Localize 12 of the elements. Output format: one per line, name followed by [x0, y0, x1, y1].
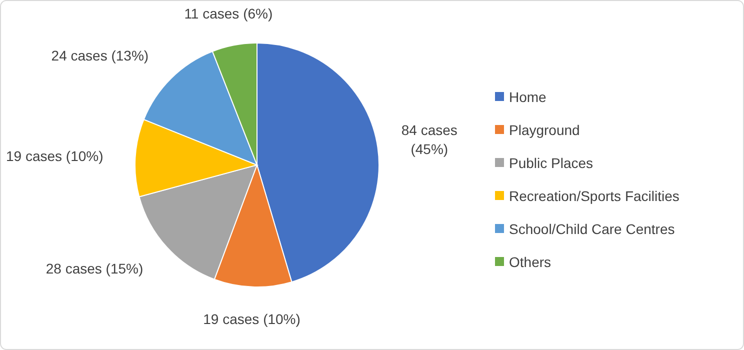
legend-label: School/Child Care Centres: [509, 221, 675, 237]
data-label: 19 cases (10%): [6, 148, 104, 164]
legend-label: Others: [509, 254, 552, 270]
data-label: 84 cases (45%): [401, 122, 458, 157]
data-label: 24 cases (13%): [51, 48, 149, 64]
data-label: 19 cases (10%): [203, 310, 300, 327]
legend-label: Home: [509, 89, 547, 105]
legend-label: Recreation/Sports Facilities: [509, 188, 680, 204]
legend-label: Playground: [509, 122, 580, 138]
legend-label: Public Places: [509, 155, 594, 171]
data-label: 11 cases (6%): [184, 6, 273, 22]
data-label: 28 cases (15%): [46, 260, 144, 277]
